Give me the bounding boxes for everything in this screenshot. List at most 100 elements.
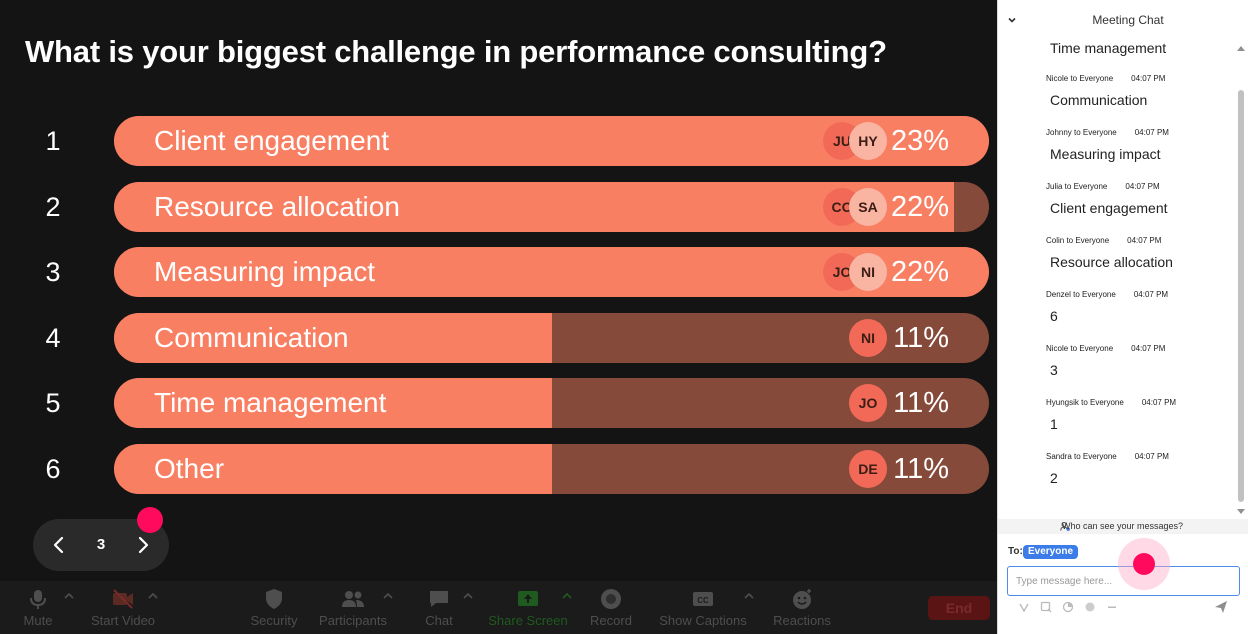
emoji-plus-icon — [793, 589, 811, 609]
chat-message-meta: Hyungsik to Everyone 04:07 PM — [1046, 398, 1176, 407]
poll-option-row: 3 Measuring impact JO NI 22% — [0, 247, 997, 297]
reactions-button[interactable]: Reactions — [770, 581, 834, 634]
chat-message-sender: Nicole to Everyone — [1046, 74, 1114, 83]
recipient-label: To: — [1008, 546, 1023, 557]
person-visibility-icon — [1060, 522, 1070, 531]
chevron-up-icon[interactable] — [560, 591, 574, 601]
format-icon[interactable] — [1018, 601, 1030, 613]
result-bar: Communication NI 11% — [114, 312, 989, 363]
svg-text:CC: CC — [697, 596, 709, 605]
chevron-up-icon[interactable] — [742, 591, 756, 601]
captions-icon: CC — [693, 592, 713, 606]
share-screen-icon — [518, 591, 538, 606]
chat-message-sender: Johnny to Everyone — [1046, 128, 1117, 137]
chat-message-text: Client engagement — [1050, 200, 1168, 216]
record-button[interactable]: Record — [588, 581, 634, 634]
result-bar: Client engagement JU HY 23% — [114, 116, 989, 166]
share-screen-label: Share Screen — [488, 613, 568, 628]
result-bar-fill — [114, 181, 954, 232]
chat-bubble-icon — [430, 591, 448, 607]
chevron-left-icon[interactable] — [46, 532, 72, 558]
chat-message-input[interactable] — [1007, 566, 1240, 596]
share-screen-button[interactable]: Share Screen — [488, 581, 568, 634]
result-bar-fill — [114, 312, 552, 363]
chat-message-time: 04:07 PM — [1134, 128, 1169, 137]
result-bar: Other DE 11% — [114, 443, 989, 494]
option-rank: 2 — [45, 191, 61, 222]
chat-title: Meeting Chat — [1092, 13, 1164, 27]
option-percentage: 11% — [893, 452, 949, 485]
result-bar: Resource allocation CO SA 22% — [114, 181, 989, 232]
security-button[interactable]: Security — [248, 581, 300, 634]
chat-message-sender: Sandra to Everyone — [1046, 452, 1117, 461]
avatar: JO — [849, 384, 887, 422]
more-icon[interactable] — [1106, 601, 1118, 613]
mute-button[interactable]: Mute — [18, 581, 58, 634]
scroll-up-arrow-icon[interactable] — [1236, 44, 1246, 54]
result-bar: Time management JO 11% — [114, 378, 989, 428]
poll-option-row: 6 Other DE 11% — [0, 443, 997, 494]
chat-message-sender: Hyungsik to Everyone — [1046, 398, 1124, 407]
chevron-right-icon[interactable] — [130, 532, 156, 558]
scroll-thumb[interactable] — [1238, 90, 1244, 502]
send-icon[interactable] — [1213, 599, 1229, 615]
chat-message-time: 04:07 PM — [1127, 236, 1162, 245]
chat-message-sender: Julia to Everyone — [1046, 182, 1108, 191]
option-label: Resource allocation — [154, 190, 400, 222]
avatar: NI — [849, 253, 887, 291]
option-percentage: 11% — [893, 387, 949, 419]
participants-button[interactable]: Participants — [316, 581, 390, 634]
option-label: Time management — [154, 387, 387, 418]
shield-icon — [266, 589, 282, 609]
poll-option-row: 4 Communication NI 11% — [0, 312, 997, 363]
chat-message-sender: Denzel to Everyone — [1046, 290, 1116, 299]
mute-label: Mute — [23, 613, 53, 628]
option-rank: 5 — [45, 388, 61, 418]
avatar: DE — [849, 449, 887, 488]
chevron-up-icon[interactable] — [461, 591, 475, 601]
emoji-icon[interactable] — [1084, 601, 1096, 613]
chevron-up-icon[interactable] — [146, 591, 160, 601]
chat-header: Meeting Chat — [998, 0, 1248, 36]
reactions-label: Reactions — [773, 613, 831, 628]
participants-icon — [342, 591, 364, 607]
option-label: Measuring impact — [154, 256, 375, 287]
chevron-down-icon[interactable] — [1006, 14, 1018, 26]
show-captions-label: Show Captions — [659, 613, 747, 628]
show-captions-button[interactable]: CC Show Captions — [656, 581, 750, 634]
chat-message-text: Resource allocation — [1050, 254, 1173, 270]
message-visibility-bar[interactable]: Who can see your messages? — [998, 519, 1248, 534]
end-meeting-button[interactable]: End — [928, 596, 990, 620]
chat-message-text: 1 — [1050, 416, 1058, 432]
option-rank: 1 — [45, 126, 61, 156]
chat-message-text: Time management — [1050, 40, 1167, 56]
microphone-icon — [30, 590, 46, 609]
chat-message-meta: Julia to Everyone 04:07 PM — [1046, 182, 1160, 191]
chat-message-meta: Sandra to Everyone 04:07 PM — [1046, 452, 1169, 461]
result-bar-fill — [114, 443, 552, 494]
screenshot-icon[interactable] — [1040, 601, 1052, 613]
option-percentage: 11% — [893, 321, 949, 354]
option-rank: 4 — [45, 322, 61, 353]
chat-message-text: 3 — [1050, 362, 1058, 378]
chat-scrollbar[interactable] — [1236, 44, 1246, 518]
chat-message-text: 6 — [1050, 308, 1058, 324]
who-can-see-link[interactable]: Who can see your messages? — [1062, 521, 1184, 531]
chat-message-meta: Denzel to Everyone 04:07 PM — [1046, 290, 1168, 299]
security-label: Security — [250, 613, 298, 628]
chat-message-time: 04:07 PM — [1131, 344, 1166, 353]
chevron-up-icon[interactable] — [62, 591, 76, 601]
meeting-toolbar: Mute Start Video Security — [0, 581, 997, 634]
start-video-button[interactable]: Start Video — [88, 581, 158, 634]
avatar: SA — [849, 187, 887, 226]
option-rank: 3 — [45, 257, 61, 287]
file-icon[interactable] — [1062, 601, 1074, 613]
click-indicator — [1133, 553, 1155, 575]
poll-option-row: 1 Client engagement JU HY 23% — [0, 116, 997, 166]
start-video-label: Start Video — [90, 613, 156, 628]
chat-button[interactable]: Chat — [420, 581, 458, 634]
chevron-up-icon[interactable] — [381, 591, 395, 601]
scroll-down-arrow-icon[interactable] — [1236, 506, 1246, 516]
slide-pager: 3 — [33, 519, 169, 571]
recipient-selector[interactable]: Everyone — [1023, 545, 1079, 559]
